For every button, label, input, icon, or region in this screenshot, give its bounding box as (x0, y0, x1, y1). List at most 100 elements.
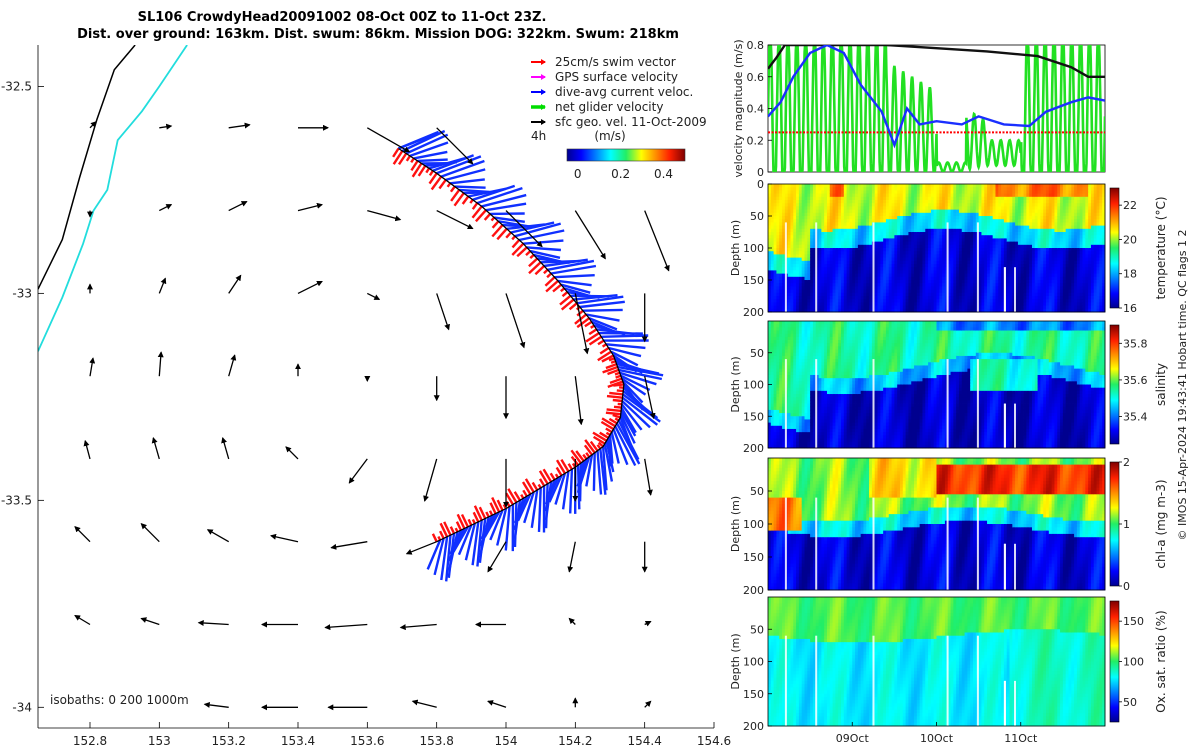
isobaths-label: isobaths: 0 200 1000m (50, 693, 189, 707)
colorbar-tick: 35.6 (1123, 374, 1148, 387)
colorbar-tick: 16 (1123, 302, 1137, 315)
colorbar-oxygen (1109, 600, 1120, 723)
depth-tick: 100 (743, 242, 764, 255)
depth-tick: 150 (743, 688, 764, 701)
map-colorbar-tick: 0 (574, 167, 582, 181)
geostrophic-arrow (228, 201, 248, 212)
geostrophic-arrow (228, 122, 251, 129)
colorbar-salinity (1109, 324, 1120, 445)
map-x-tick: 153.2 (211, 734, 245, 748)
depth-label: Depth (m) (729, 356, 742, 412)
heatmap-salinity: 50 100 150 200 Depth (m) 35.4 35.6 35.8 salinity (729, 320, 1168, 455)
colorbar-tick: 35.8 (1123, 337, 1148, 350)
colorbar-tick: 18 (1123, 268, 1137, 281)
geostrophic-arrow (574, 293, 590, 355)
colorbar-label: salinity (1154, 363, 1168, 406)
depth-tick: 50 (750, 485, 764, 498)
geostrophic-arrow (203, 701, 229, 708)
velocity-y-tick: 0.2 (747, 134, 765, 147)
geostrophic-arrow (423, 458, 438, 502)
heatmap-temperature: 0 50 100 150 200 Depth (m) 16 18 20 22 temperature… (729, 178, 1168, 319)
colorbar-label: temperature (°C) (1154, 197, 1168, 300)
time-tick: 10Oct (920, 732, 954, 745)
coastline (38, 45, 136, 290)
depth-tick: 150 (743, 274, 764, 287)
title-line2: Dist. over ground: 163km. Dist. swum: 86… (77, 27, 679, 42)
scale-label: 4h (531, 129, 546, 143)
map-y-tick: -33 (12, 286, 32, 300)
colorbar-label: Ox. sat. ratio (%) (1154, 610, 1168, 712)
colorbar-label: chl-a (mg m-3) (1154, 479, 1168, 568)
geostrophic-arrow (505, 293, 526, 349)
map-x-tick: 153.6 (350, 734, 384, 748)
geostrophic-arrow (157, 351, 164, 377)
geostrophic-arrows (74, 121, 670, 711)
geostrophic-arrow (436, 127, 474, 165)
map-y-tick: -34 (12, 700, 32, 714)
map-panel: 152.8 153 153.2 153.4 153.6 153.8 154 154.2 154.… (1, 45, 731, 748)
glider-track (398, 147, 625, 543)
depth-label: Depth (m) (729, 633, 742, 689)
geostrophic-arrow (297, 280, 323, 294)
colorbar-tick: 150 (1123, 615, 1144, 628)
depth-tick: 200 (743, 584, 764, 597)
colorbar-tick: 2 (1123, 456, 1130, 469)
heatmap-chlorophyll: 50 100 150 200 Depth (m) 0 1 2 chl-a (mg m-3) (729, 456, 1168, 597)
map-x-tick: 154.6 (697, 734, 731, 748)
geostrophic-arrow (89, 357, 96, 377)
legend-label: dive-avg current veloc. (555, 85, 693, 99)
geostrophic-arrow (487, 700, 507, 708)
geostrophic-arrow (206, 529, 230, 543)
colorbar-tick: 100 (1123, 656, 1144, 669)
geostrophic-arrow (405, 541, 437, 555)
map-y-tick: -33.5 (1, 493, 32, 507)
geostrophic-arrow (348, 458, 368, 484)
map-x-tick: 153.8 (419, 734, 453, 748)
geostrophic-arrow (297, 202, 323, 212)
geostrophic-arrow (367, 292, 381, 300)
geostrophic-arrow (436, 293, 450, 331)
depth-tick: 200 (743, 442, 764, 455)
geostrophic-arrow (228, 274, 242, 294)
heatmap-oxygen: 50 100 150 200 Depth (m) 50 100 150 Ox. sat. rat… (729, 596, 1168, 745)
geostrophic-arrow (644, 620, 652, 627)
isobath-200m (38, 45, 188, 352)
geostrophic-arrow (228, 354, 237, 377)
velocity-y-tick: 0.6 (747, 71, 765, 84)
colorbar-tick: 50 (1123, 696, 1137, 709)
geostrophic-arrow (568, 617, 576, 625)
geostrophic-arrow (74, 614, 91, 626)
depth-tick: 200 (743, 720, 764, 733)
colorbar-label: (m/s) (594, 129, 625, 143)
footer-note: © IMOS 15-Apr-2024 19:43:41 Hobart time.… (1176, 230, 1189, 541)
depth-label: Depth (m) (729, 220, 742, 276)
map-x-tick: 154.2 (558, 734, 592, 748)
depth-tick: 200 (743, 306, 764, 319)
geostrophic-arrow (644, 700, 652, 708)
map-x-tick: 154 (495, 734, 518, 748)
colorbar-tick: 1 (1123, 518, 1130, 531)
geostrophic-arrow (411, 699, 437, 708)
depth-tick: 150 (743, 551, 764, 564)
velocity-ylabel: velocity magnitude (m/s) (732, 39, 745, 177)
geostrophic-arrow (151, 436, 160, 460)
velocity-y-tick: 0 (757, 166, 764, 179)
geostrophic-arrow (366, 127, 411, 153)
gps-velocity-line (768, 45, 1105, 78)
current-velocity-line (768, 45, 1105, 149)
map-colorbar (566, 148, 686, 162)
time-tick: 09Oct (836, 732, 870, 745)
geostrophic-arrow (285, 446, 299, 460)
geostrophic-arrow (574, 376, 584, 426)
geostrophic-arrow (644, 210, 670, 272)
geostrophic-arrow (574, 210, 606, 260)
geostrophic-arrow (505, 210, 543, 248)
depth-tick: 100 (743, 518, 764, 531)
geostrophic-arrow (159, 123, 173, 130)
geostrophic-arrow (74, 525, 91, 543)
title-line1: SL106 CrowdyHead20091002 08-Oct 00Z to 1… (138, 10, 547, 25)
geostrophic-arrow (487, 541, 507, 573)
swim-vectors (392, 147, 625, 543)
time-tick: 11Oct (1004, 732, 1038, 745)
map-x-tick: 154.4 (627, 734, 661, 748)
